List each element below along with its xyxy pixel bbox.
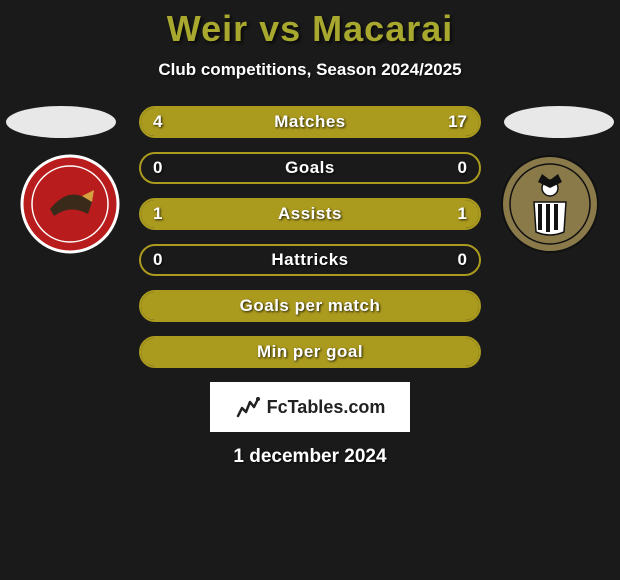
- subtitle: Club competitions, Season 2024/2025: [0, 60, 620, 80]
- stat-row: Goals 0 0: [139, 152, 481, 184]
- stat-value-right: 0: [458, 250, 467, 270]
- stat-value-right: 17: [448, 112, 467, 132]
- stat-row: Min per goal: [139, 336, 481, 368]
- brand-watermark: FcTables.com: [210, 382, 410, 432]
- stat-row: Assists 1 1: [139, 198, 481, 230]
- stat-value-left: 0: [153, 250, 162, 270]
- stats-rows: Matches417Goals00Assists11Hattricks00Goa…: [139, 106, 481, 368]
- stat-value-left: 1: [153, 204, 162, 224]
- footer-date: 1 december 2024: [0, 446, 620, 468]
- stat-value-left: 4: [153, 112, 162, 132]
- stat-label: Hattricks: [271, 250, 348, 270]
- fctables-logo-icon: [235, 394, 261, 420]
- stat-label: Matches: [274, 112, 346, 132]
- stat-label: Assists: [278, 204, 342, 224]
- stat-row: Goals per match: [139, 290, 481, 322]
- comparison-area: Matches417Goals00Assists11Hattricks00Goa…: [0, 106, 620, 368]
- stat-fill-left: [141, 108, 205, 136]
- stat-row: Hattricks 0 0: [139, 244, 481, 276]
- stat-value-right: 0: [458, 158, 467, 178]
- club-badge-left: [20, 154, 120, 254]
- stat-value-right: 1: [458, 204, 467, 224]
- page-title: Weir vs Macarai: [0, 0, 620, 50]
- brand-label: FcTables.com: [267, 397, 386, 418]
- walsall-badge-icon: [20, 154, 120, 254]
- player-avatar-oval-left: [6, 106, 116, 138]
- club-badge-right: [500, 154, 600, 254]
- stat-label: Goals per match: [240, 296, 381, 316]
- stat-value-left: 0: [153, 158, 162, 178]
- stat-label: Min per goal: [257, 342, 363, 362]
- stat-row: Matches 4 17: [139, 106, 481, 138]
- stat-label: Goals: [285, 158, 335, 178]
- player-avatar-oval-right: [504, 106, 614, 138]
- notts-county-badge-icon: [500, 154, 600, 254]
